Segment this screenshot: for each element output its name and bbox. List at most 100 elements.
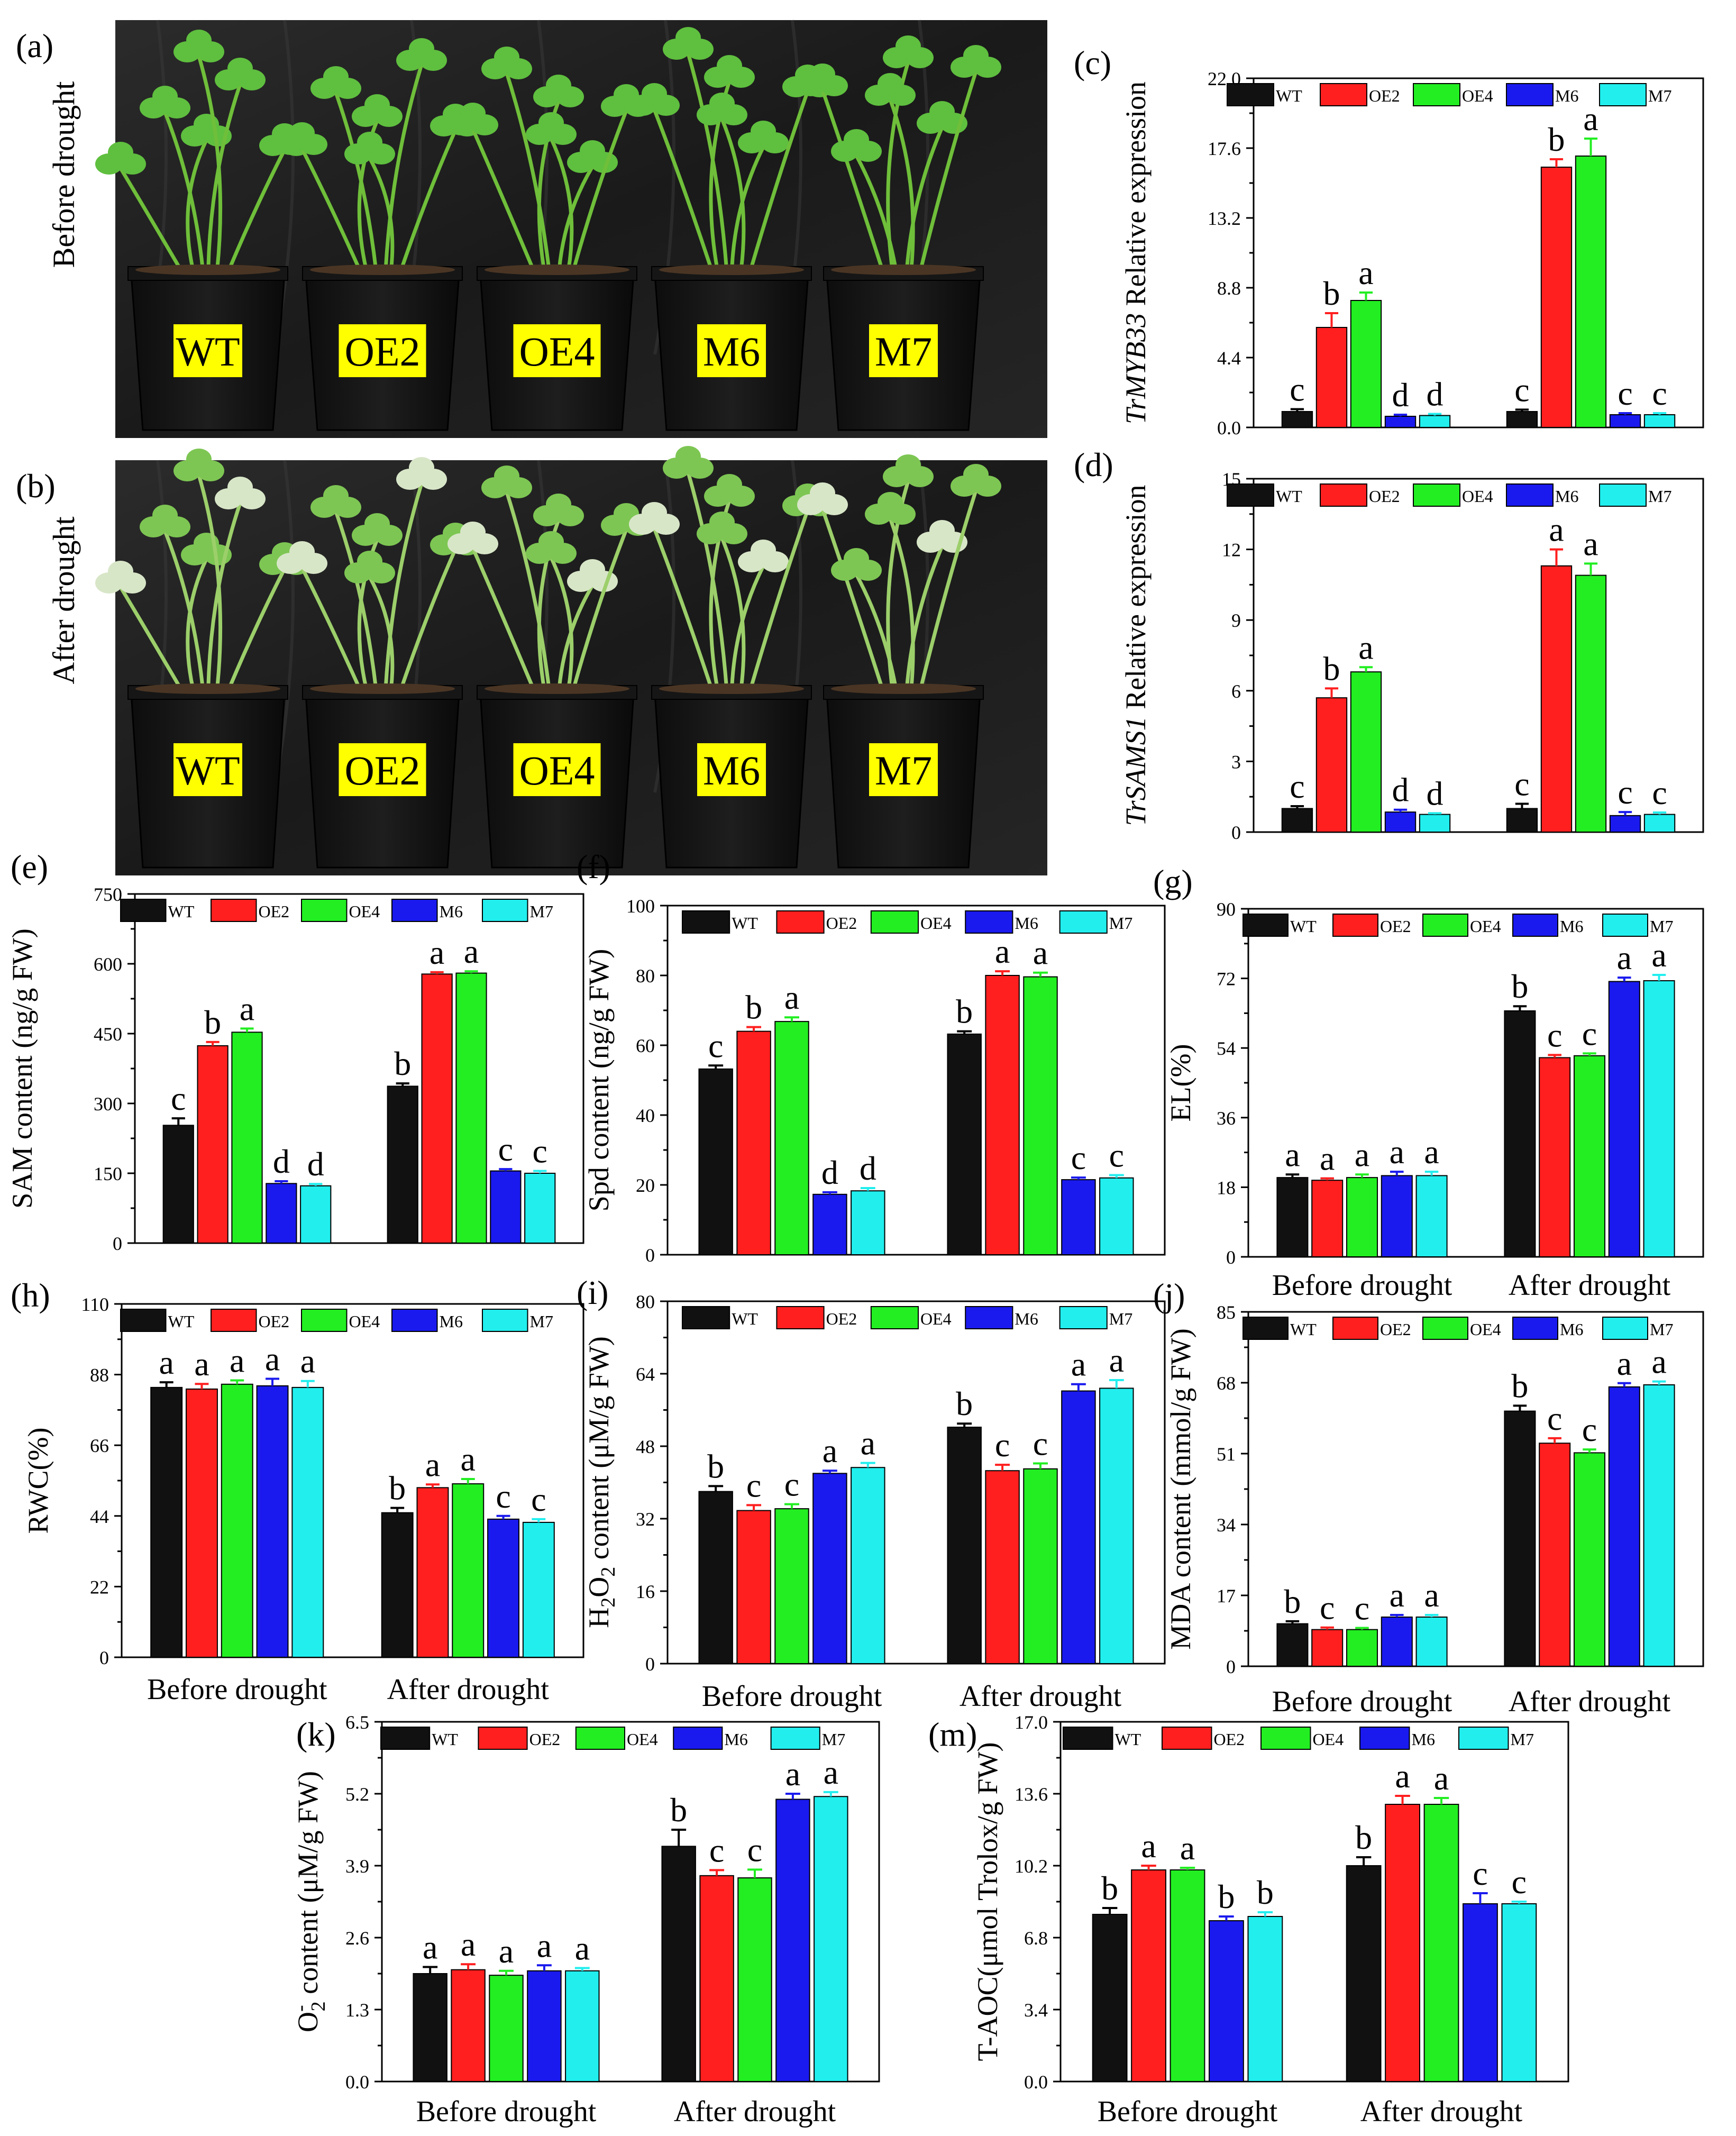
legend-label: WT <box>168 1312 195 1331</box>
legend-label: M7 <box>530 902 553 921</box>
bar-m7-after <box>1099 1388 1134 1664</box>
leaflet <box>460 103 486 124</box>
y-tick-label: 20 <box>636 1175 655 1196</box>
legend-swatch-m7 <box>482 899 528 922</box>
legend-swatch-m7 <box>1602 1317 1648 1340</box>
y-tick-label: 80 <box>636 965 655 987</box>
legend-label: OE4 <box>1470 917 1501 936</box>
significance-letter: d <box>273 1143 290 1180</box>
y-axis-label-part: O <box>583 1577 615 1598</box>
pot-oe4: OE4 <box>447 465 652 869</box>
legend-label: OE2 <box>259 1312 290 1331</box>
significance-letter: a <box>1651 936 1666 974</box>
legend-swatch-oe2 <box>776 910 825 934</box>
plant-stem <box>720 118 746 285</box>
bar-m6-before <box>812 1473 847 1664</box>
legend: WT OE2 OE4 M6 M7 <box>1227 83 1671 106</box>
y-tick-label: 64 <box>636 1364 655 1385</box>
leaflet <box>751 121 776 142</box>
bar-m7-before <box>565 1970 600 2083</box>
y-axis-label: TrMYB33 Relative expression <box>1120 81 1152 424</box>
significance-letter: c <box>708 1027 723 1064</box>
y-axis-label-part: content (μM/g FW) <box>583 1336 615 1566</box>
legend-label: M6 <box>724 1730 747 1749</box>
significance-letter: c <box>1290 371 1304 408</box>
significance-letter: c <box>1514 765 1529 803</box>
plant-stem <box>686 53 730 285</box>
legend-swatch-m6 <box>965 1306 1013 1329</box>
legend-label: M6 <box>440 1312 463 1331</box>
bar-wt-before <box>150 1386 183 1658</box>
y-tick-label: 9 <box>1231 610 1241 631</box>
leaflet <box>152 86 178 107</box>
legend-swatch-m6 <box>391 1309 438 1332</box>
bar-oe4-before <box>231 1032 263 1244</box>
legend-label: M6 <box>1412 1730 1435 1749</box>
plant-leaf <box>697 93 747 125</box>
bar-m6-after <box>487 1518 519 1658</box>
y-tick-label: 3.4 <box>1024 2000 1048 2021</box>
soil <box>310 683 455 694</box>
plant-leaf <box>526 531 577 564</box>
plant-leaf <box>797 482 848 515</box>
plant-leaf <box>481 465 532 498</box>
panel-letter: (h) <box>11 1276 50 1314</box>
plant-leaf <box>310 66 361 99</box>
significance-letter: b <box>956 1385 973 1422</box>
plant-stem <box>163 111 206 285</box>
photo-side-label: After drought <box>47 516 81 684</box>
bar-oe4-before <box>1346 1629 1378 1667</box>
leaflet <box>675 446 701 467</box>
legend-swatch-wt <box>1242 1317 1289 1340</box>
legend-label: WT <box>1276 487 1302 506</box>
legend-swatch-wt <box>1227 483 1274 507</box>
plant-leaf <box>663 446 714 479</box>
significance-letter: a <box>861 1425 875 1462</box>
y-tick-label: 1.3 <box>345 2000 369 2021</box>
legend-label: M6 <box>1560 1320 1583 1339</box>
significance-letter: a <box>823 1432 837 1469</box>
y-axis-label: H2O2 content (μM/g FW) <box>583 1336 619 1628</box>
bar-oe2-before <box>736 1510 771 1664</box>
legend-swatch-oe2 <box>478 1727 528 1750</box>
significance-letter: c <box>1582 1411 1597 1448</box>
bar-oe4-before <box>774 1508 809 1665</box>
significance-letter: a <box>1358 628 1373 666</box>
bar-oe4-before <box>774 1021 809 1255</box>
y-tick-label: 90 <box>1217 899 1236 920</box>
significance-letter: b <box>389 1469 406 1507</box>
leaflet <box>323 485 349 506</box>
y-axis-label-sub: 2 <box>597 1598 619 1608</box>
bar-wt-after <box>1346 1865 1382 2082</box>
significance-letter: a <box>1583 525 1598 562</box>
pot-m7: M7 <box>797 454 1001 869</box>
significance-letter: a <box>1355 1136 1369 1173</box>
plant-leaf <box>738 121 789 153</box>
y-tick-label: 0.0 <box>1217 417 1241 439</box>
leaflet <box>580 140 605 161</box>
legend-label: OE4 <box>920 1309 952 1328</box>
significance-letter: a <box>784 979 799 1016</box>
photo-panel-a: (a) Before drought WT OE2 OE4 M6 M7 <box>16 20 1047 438</box>
legend-swatch-wt <box>682 910 730 934</box>
bar-m6-before <box>1209 1920 1244 2082</box>
legend-swatch-oe4 <box>870 910 919 934</box>
plant-leaf <box>396 38 447 71</box>
bar-m6-after <box>1061 1390 1096 1665</box>
significance-letter: a <box>159 1344 173 1381</box>
legend-label: M6 <box>1015 914 1038 933</box>
plant-leaf <box>533 75 584 107</box>
legend-swatch-wt <box>1227 83 1274 106</box>
pot-label-box <box>339 743 426 796</box>
significance-letter: b <box>1284 1583 1301 1620</box>
pot-oe4: OE4 <box>447 47 652 431</box>
plant-stem <box>505 491 553 704</box>
bar-wt-before <box>1276 1623 1309 1667</box>
significance-letter: a <box>785 1755 800 1793</box>
legend-label: OE2 <box>1369 86 1400 105</box>
leaflet <box>364 513 390 534</box>
legend: WT OE2 OE4 M6 M7 <box>380 1727 845 1750</box>
